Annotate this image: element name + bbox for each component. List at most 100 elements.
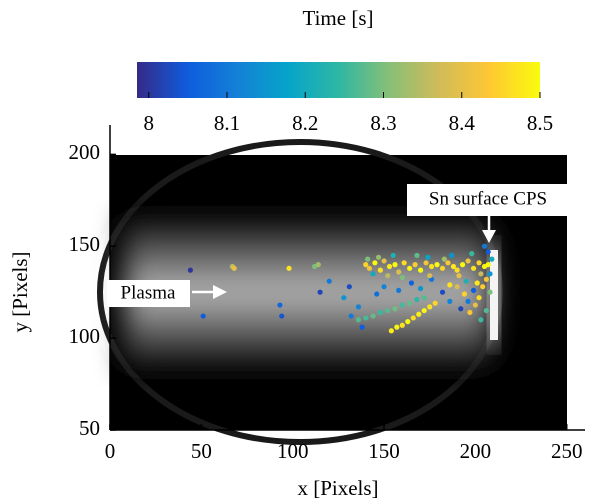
point bbox=[385, 273, 391, 279]
point bbox=[447, 282, 453, 288]
point bbox=[474, 280, 480, 286]
x-tick-label: 250 bbox=[551, 439, 583, 463]
point bbox=[476, 295, 482, 301]
point bbox=[421, 295, 427, 301]
point bbox=[348, 313, 354, 319]
colorbar-tick-label: 8.3 bbox=[370, 111, 396, 135]
point bbox=[370, 271, 376, 277]
point bbox=[408, 280, 415, 286]
point bbox=[407, 300, 413, 306]
point bbox=[428, 263, 435, 270]
point bbox=[476, 260, 482, 266]
point bbox=[417, 285, 424, 292]
x-tick-label: 100 bbox=[277, 439, 309, 463]
colorbar-label: Time [s] bbox=[303, 6, 374, 30]
point bbox=[485, 249, 491, 255]
y-axis-label: y [Pixels] bbox=[8, 251, 32, 332]
point bbox=[385, 307, 391, 314]
point bbox=[485, 262, 491, 268]
point bbox=[478, 271, 484, 277]
point bbox=[483, 276, 489, 282]
point bbox=[467, 309, 473, 316]
point bbox=[363, 315, 369, 321]
point bbox=[405, 318, 411, 325]
x-tick-label: 200 bbox=[460, 439, 492, 463]
point bbox=[370, 313, 376, 319]
point bbox=[445, 260, 451, 266]
point bbox=[470, 265, 477, 271]
point bbox=[392, 262, 398, 268]
point bbox=[386, 263, 393, 270]
annotation: Sn surface CPS bbox=[429, 188, 547, 209]
x-axis-label: x [Pixels] bbox=[297, 476, 378, 500]
point bbox=[390, 252, 396, 259]
point bbox=[359, 324, 365, 330]
point bbox=[416, 311, 422, 317]
point bbox=[487, 289, 493, 295]
point bbox=[480, 284, 486, 290]
annotation: Plasma bbox=[121, 282, 176, 303]
colorbar-tick-label: 8 bbox=[143, 111, 154, 135]
point bbox=[427, 304, 433, 310]
point bbox=[396, 269, 402, 275]
x-tick-label: 0 bbox=[105, 439, 116, 463]
point bbox=[355, 317, 362, 323]
point bbox=[392, 306, 398, 312]
point bbox=[377, 309, 383, 316]
colorbar-tick-label: 8.5 bbox=[527, 111, 553, 135]
point bbox=[423, 260, 429, 266]
annotation-box bbox=[407, 184, 569, 216]
point bbox=[458, 306, 464, 312]
colorbar bbox=[137, 62, 540, 98]
point bbox=[465, 298, 471, 304]
point bbox=[483, 307, 489, 314]
x-tick-label: 50 bbox=[191, 439, 212, 463]
point bbox=[478, 317, 484, 323]
point bbox=[441, 256, 447, 262]
y-tick-label: 150 bbox=[69, 232, 101, 256]
point bbox=[481, 243, 488, 249]
x-tick-label: 150 bbox=[368, 439, 400, 463]
point bbox=[396, 287, 402, 293]
point bbox=[417, 267, 424, 273]
point bbox=[454, 267, 460, 273]
point bbox=[341, 295, 347, 301]
point bbox=[487, 271, 493, 277]
point bbox=[465, 258, 471, 264]
point bbox=[187, 267, 193, 273]
point bbox=[315, 262, 321, 268]
y-tick-label: 50 bbox=[79, 416, 100, 440]
point bbox=[454, 284, 460, 290]
point bbox=[286, 265, 292, 271]
point bbox=[439, 289, 446, 295]
point bbox=[200, 313, 206, 319]
point bbox=[363, 262, 369, 268]
point bbox=[399, 274, 405, 281]
point bbox=[401, 260, 407, 266]
point bbox=[399, 302, 405, 308]
point bbox=[394, 324, 400, 330]
arrow bbox=[192, 285, 227, 299]
y-tick-label: 200 bbox=[69, 140, 101, 164]
point bbox=[439, 265, 446, 271]
point bbox=[461, 291, 468, 297]
point bbox=[410, 315, 416, 321]
point bbox=[364, 256, 371, 262]
point bbox=[388, 328, 394, 334]
point bbox=[346, 284, 352, 290]
point bbox=[374, 291, 380, 297]
point bbox=[399, 322, 405, 328]
point bbox=[427, 273, 433, 279]
point bbox=[375, 254, 382, 260]
point bbox=[425, 254, 431, 260]
colorbar-tick-label: 8.1 bbox=[214, 111, 240, 135]
point bbox=[470, 287, 477, 293]
point bbox=[414, 252, 420, 259]
point bbox=[277, 302, 283, 308]
point bbox=[434, 262, 440, 268]
point bbox=[412, 262, 418, 268]
point bbox=[489, 256, 495, 262]
point bbox=[381, 258, 387, 264]
point bbox=[326, 278, 332, 284]
